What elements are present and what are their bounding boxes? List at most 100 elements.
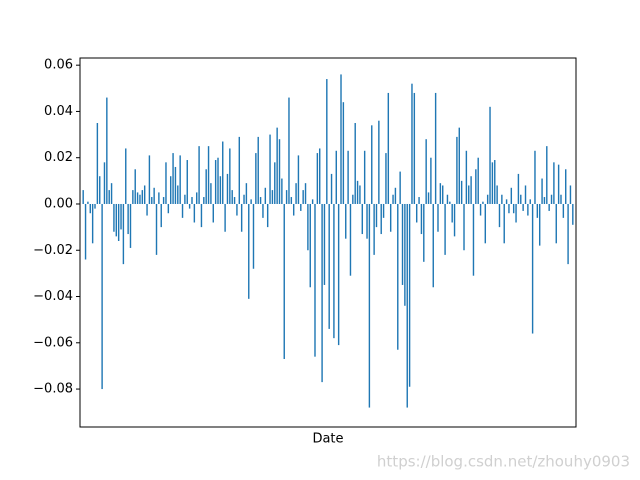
- bar: [136, 192, 139, 204]
- bar: [143, 185, 146, 204]
- bar: [553, 162, 555, 204]
- bar: [508, 203, 510, 214]
- y-tick-label: −0.08: [33, 382, 73, 397]
- bar: [541, 178, 543, 204]
- bar: [319, 148, 321, 204]
- bar: [304, 183, 307, 204]
- bar: [408, 203, 411, 387]
- bar: [361, 203, 364, 235]
- bar: [323, 203, 326, 285]
- bar: [252, 203, 255, 269]
- y-tick-label: −0.04: [33, 289, 73, 304]
- bar: [347, 150, 349, 204]
- bar: [534, 150, 536, 204]
- bar: [196, 192, 198, 204]
- bar: [371, 125, 373, 204]
- bar: [262, 203, 264, 218]
- bar: [458, 127, 460, 204]
- bar: [527, 203, 529, 216]
- bar: [101, 203, 103, 390]
- bar: [505, 199, 508, 204]
- bar: [169, 176, 172, 204]
- bar: [155, 203, 158, 255]
- bar: [463, 203, 465, 251]
- bar: [328, 203, 330, 329]
- bar: [127, 203, 129, 235]
- bar: [311, 199, 314, 204]
- bar: [557, 164, 560, 204]
- bar: [498, 203, 501, 228]
- bar: [125, 148, 127, 204]
- bar: [531, 203, 534, 334]
- bar: [243, 194, 245, 204]
- bar: [415, 203, 418, 223]
- bar: [375, 203, 378, 228]
- bar: [522, 203, 524, 211]
- bar: [203, 197, 205, 204]
- bar: [529, 199, 531, 204]
- bar: [94, 203, 96, 209]
- bar: [226, 173, 229, 204]
- bar: [387, 92, 390, 204]
- y-tick-label: 0.04: [44, 104, 73, 119]
- bar: [295, 183, 297, 204]
- bar: [132, 190, 134, 204]
- bar: [236, 203, 238, 216]
- bar: [264, 187, 267, 204]
- bar: [546, 146, 548, 204]
- bar: [129, 203, 132, 248]
- bar: [503, 203, 505, 244]
- bar: [248, 203, 250, 299]
- bar: [255, 153, 257, 204]
- bar: [300, 203, 302, 211]
- bar: [151, 197, 153, 204]
- bar: [106, 97, 108, 204]
- bar: [406, 203, 408, 408]
- bar: [394, 187, 397, 204]
- bar: [349, 203, 352, 276]
- bar: [233, 197, 236, 204]
- bar: [345, 203, 347, 239]
- bar: [82, 190, 84, 204]
- bar: [468, 185, 470, 204]
- bar: [569, 185, 572, 204]
- bar: [482, 201, 484, 204]
- bar: [465, 150, 468, 204]
- bar: [160, 203, 162, 228]
- bar: [363, 150, 366, 204]
- bar: [491, 162, 494, 204]
- bar: [520, 194, 522, 204]
- bar: [453, 203, 456, 237]
- bar: [512, 203, 515, 214]
- bar: [91, 203, 94, 244]
- y-tick-label: 0.02: [44, 150, 73, 165]
- bar: [89, 203, 91, 214]
- bar: [198, 146, 200, 204]
- bar: [207, 146, 210, 204]
- bar: [562, 203, 565, 218]
- bar: [404, 203, 406, 306]
- bar: [278, 139, 281, 204]
- bar: [281, 178, 283, 204]
- bar: [139, 194, 141, 204]
- bar: [389, 203, 392, 232]
- bar: [186, 160, 188, 204]
- bar: [177, 185, 179, 204]
- bar: [224, 203, 226, 232]
- bar: [413, 92, 416, 204]
- bar: [297, 155, 300, 204]
- bar: [446, 194, 449, 204]
- bar: [420, 203, 423, 235]
- y-tick-label: −0.02: [33, 243, 73, 258]
- bar: [449, 201, 451, 204]
- bar: [302, 190, 304, 204]
- bar: [99, 176, 101, 204]
- bar: [399, 171, 401, 204]
- watermark: https://blog.csdn.net/zhouhy0903: [377, 453, 630, 471]
- bar: [240, 203, 243, 232]
- y-tick-label: 0.00: [44, 196, 73, 211]
- bar: [96, 123, 99, 204]
- bar: [205, 169, 207, 204]
- bar: [342, 102, 345, 204]
